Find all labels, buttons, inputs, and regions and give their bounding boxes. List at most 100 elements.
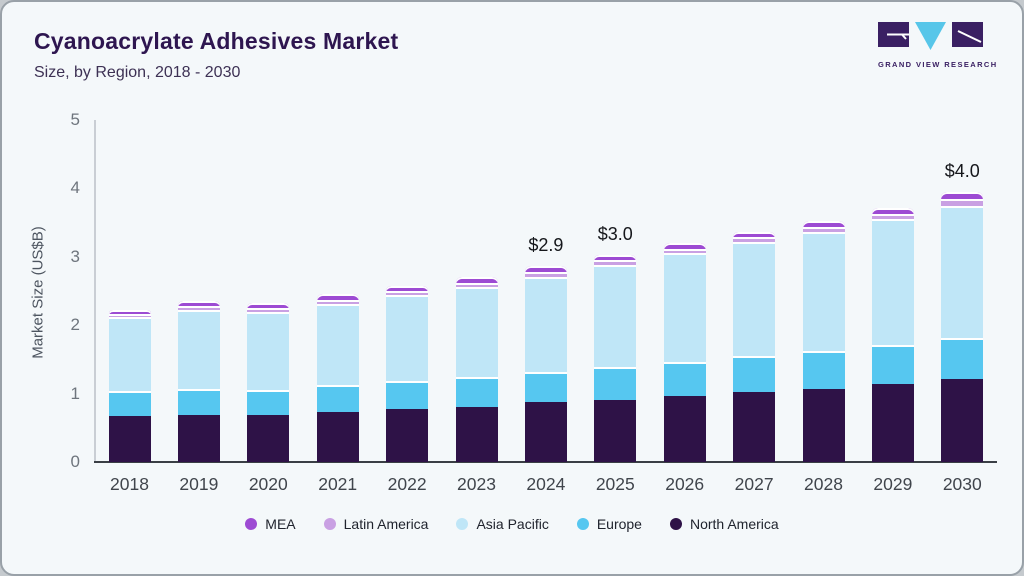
logo-g-slash (887, 33, 909, 40)
bar-segment-asia-pacific (594, 265, 637, 367)
bar-segment-europe (524, 372, 567, 403)
bar-segment-mea (316, 294, 359, 300)
bar-segment-europe (247, 389, 290, 415)
bar-segment-asia-pacific (386, 295, 429, 381)
bar-segment-latin-america (316, 299, 359, 304)
bar-2027 (733, 231, 776, 462)
bar-segment-europe (316, 385, 359, 413)
bar-segment-mea (802, 221, 845, 227)
page-subtitle: Size, by Region, 2018 - 2030 (34, 64, 241, 81)
bar-segment-asia-pacific (108, 317, 151, 391)
legend-dot-icon (323, 518, 336, 530)
logo-wordmark: GRAND VIEW RESEARCH (878, 60, 998, 69)
legend-dot-icon (456, 518, 469, 530)
bar-segment-mea (594, 254, 637, 261)
bar-segment-mea (177, 301, 220, 307)
x-axis-tick-2020: 2020 (248, 474, 288, 494)
bar-segment-mea (247, 303, 290, 309)
bar-segment-asia-pacific (177, 310, 220, 389)
y-axis-line (94, 120, 96, 463)
bar-2026 (663, 243, 706, 462)
legend-item-latin-america: Latin America (323, 516, 429, 532)
y-axis-tick-1: 1 (70, 383, 80, 403)
bar-segment-europe (455, 377, 498, 407)
bar-segment-latin-america (386, 291, 429, 296)
bar-segment-europe (663, 362, 706, 396)
bar-segment-europe (871, 345, 914, 385)
y-axis-tick-2: 2 (70, 315, 80, 335)
bar-segment-north-america (802, 388, 845, 462)
bar-segment-latin-america (733, 236, 776, 242)
bar-segment-latin-america (663, 248, 706, 254)
logo-v-triangle (915, 22, 946, 50)
bar-2030 (941, 191, 984, 462)
bar-segment-latin-america (177, 306, 220, 311)
bar-segment-latin-america (941, 199, 984, 206)
bar-segment-asia-pacific (941, 205, 984, 339)
bar-segment-north-america (177, 414, 220, 462)
x-axis-tick-2022: 2022 (387, 474, 427, 494)
bar-segment-mea (524, 265, 567, 272)
bar-2021 (316, 294, 359, 462)
bar-segment-north-america (733, 391, 776, 462)
bar-segment-mea (386, 285, 429, 292)
bar-segment-europe (108, 390, 151, 417)
legend-label: North America (689, 516, 779, 532)
bar-segment-north-america (316, 412, 359, 462)
bar-segment-mea (108, 309, 151, 314)
bar-segment-north-america (871, 384, 914, 462)
legend-label: Asia Pacific (476, 516, 549, 532)
legend-label: Latin America (343, 516, 429, 532)
y-axis-tick-5: 5 (70, 110, 80, 129)
bar-segment-north-america (941, 378, 984, 462)
legend-item-europe: Europe (576, 516, 642, 532)
legend-item-asia-pacific: Asia Pacific (456, 516, 549, 532)
bar-2024 (524, 265, 567, 462)
bar-segment-europe (941, 338, 984, 379)
bar-segment-europe (594, 366, 637, 400)
page-title: Cyanoacrylate Adhesives Market (34, 28, 399, 54)
x-axis-tick-2025: 2025 (595, 474, 635, 494)
bar-segment-europe (733, 355, 776, 392)
x-axis-line (94, 461, 997, 463)
bar-2018 (108, 309, 151, 462)
x-axis-tick-2028: 2028 (804, 474, 843, 494)
y-axis-tick-4: 4 (70, 178, 80, 198)
bar-segment-north-america (663, 395, 706, 462)
bar-segment-north-america (247, 414, 290, 462)
bar-segment-asia-pacific (524, 276, 567, 373)
y-axis-tick-3: 3 (70, 246, 80, 266)
bar-segment-latin-america (871, 213, 914, 220)
bar-segment-latin-america (594, 260, 637, 266)
bar-2025 (594, 254, 637, 462)
bar-segment-europe (386, 380, 429, 410)
bar-segment-mea (733, 231, 776, 237)
bar-2020 (247, 303, 290, 462)
bar-2028 (802, 221, 845, 462)
x-axis-tick-2018: 2018 (110, 474, 149, 494)
x-axis-tick-2027: 2027 (734, 474, 774, 494)
legend-dot-icon (669, 518, 682, 530)
y-axis-tick-0: 0 (70, 452, 80, 471)
bar-segment-north-america (455, 406, 498, 462)
y-axis-title: Market Size (US$B) (29, 226, 47, 359)
bar-segment-north-america (386, 409, 429, 462)
bar-segment-north-america (108, 416, 151, 462)
x-axis-tick-2021: 2021 (318, 474, 358, 494)
bar-segment-mea (941, 191, 984, 200)
gvr-logo-icon (878, 22, 983, 50)
bar-value-label-2025: $3.0 (597, 223, 633, 244)
chart-legend: MEA Latin America Asia Pacific Europe North … (2, 516, 1022, 532)
legend-dot-icon (245, 518, 258, 530)
bar-value-label-2024: $2.9 (528, 234, 564, 255)
bar-2022 (386, 285, 429, 462)
legend-item-mea: MEA (245, 516, 296, 532)
bar-2029 (871, 207, 914, 462)
bar-segment-latin-america (802, 226, 845, 232)
x-axis-tick-2029: 2029 (873, 474, 913, 494)
bar-segment-latin-america (455, 282, 498, 287)
bar-2023 (455, 277, 498, 462)
bar-value-label-2030: $4.0 (944, 160, 980, 181)
legend-label: Europe (596, 516, 642, 532)
